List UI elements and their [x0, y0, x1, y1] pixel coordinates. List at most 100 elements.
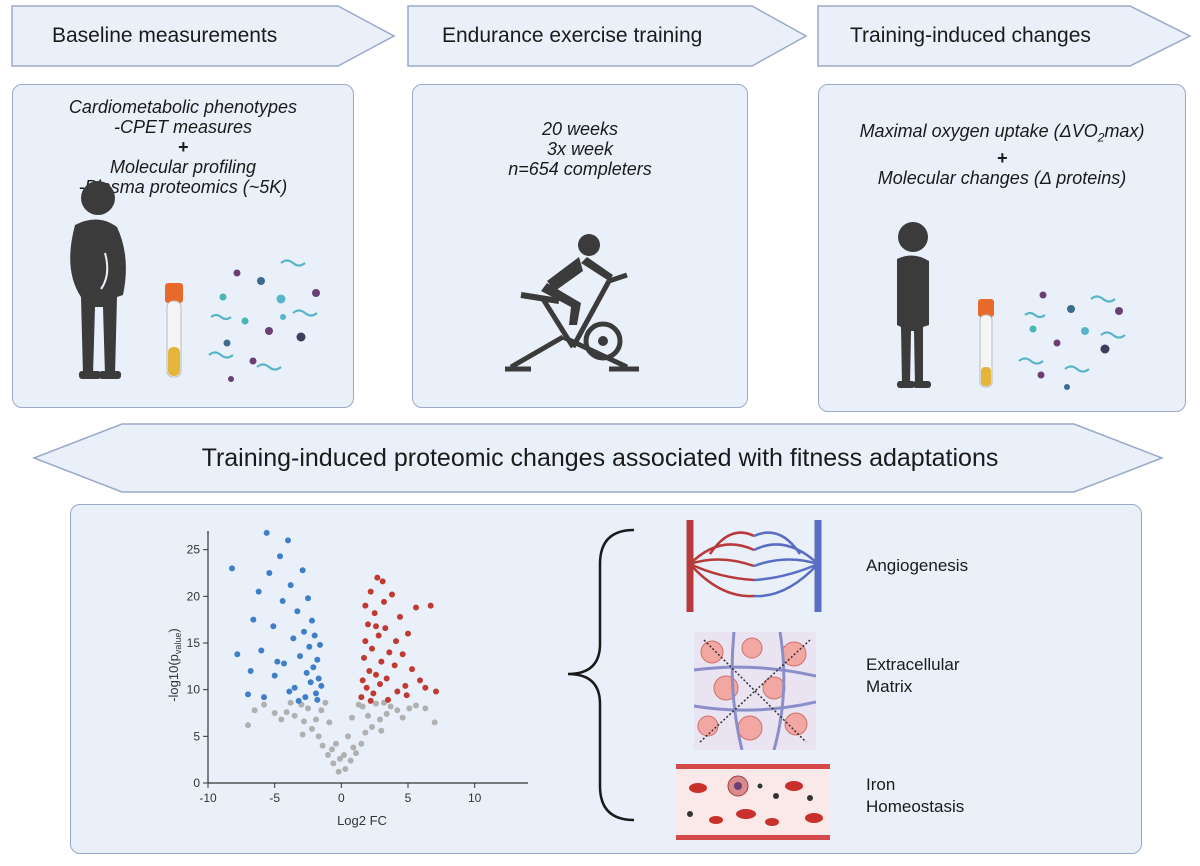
volcano-point-series-1: [318, 682, 325, 689]
volcano-point-series-1: [287, 582, 294, 589]
volcano-point-series-0: [318, 707, 325, 714]
volcano-point-series-2: [367, 588, 374, 595]
volcano-point-series-0: [333, 740, 339, 747]
volcano-point-series-2: [409, 666, 415, 673]
volcano-point-series-2: [373, 671, 379, 678]
y-tick-label: 10: [187, 683, 201, 697]
volcano-point-series-1: [302, 694, 309, 701]
volcano-point-series-2: [366, 668, 373, 674]
volcano-point-series-0: [319, 742, 326, 749]
volcano-point-series-2: [397, 613, 403, 620]
volcano-point-series-0: [377, 716, 383, 723]
training-line-1: 20 weeks: [541, 119, 619, 139]
volcano-point-series-2: [370, 690, 377, 697]
volcano-point-series-1: [305, 595, 311, 602]
volcano-point-series-1: [311, 632, 318, 639]
volcano-ylabel: -log10(pvalue): [166, 628, 183, 702]
volcano-point-series-0: [358, 740, 365, 747]
volcano-point-series-1: [247, 668, 254, 674]
volcano-point-series-2: [433, 688, 439, 695]
training-panel: 20 weeks 3x week n=654 completers: [412, 84, 748, 408]
volcano-point-series-0: [347, 757, 354, 764]
volcano-point-series-0: [299, 731, 306, 738]
volcano-point-series-2: [359, 677, 366, 684]
volcano-point-series-0: [349, 714, 355, 721]
volcano-point-series-2: [417, 677, 423, 684]
volcano-point-series-1: [306, 643, 313, 650]
volcano-point-series-0: [369, 724, 375, 730]
x-tick-label: -5: [269, 791, 280, 805]
volcano-point-series-1: [314, 656, 321, 663]
volcano-point-series-1: [245, 691, 251, 698]
volcano-point-series-0: [342, 766, 349, 772]
volcano-point-series-2: [371, 610, 378, 617]
changes-text: Maximal oxygen uptake (ΔVO2max) + Molecu…: [819, 121, 1185, 188]
volcano-point-series-2: [361, 654, 367, 661]
volcano-point-series-0: [271, 710, 278, 716]
volcano-point-series-2: [402, 682, 409, 689]
volcano-point-series-1: [258, 647, 265, 654]
volcano-point-series-1: [307, 679, 314, 686]
volcano-point-series-0: [283, 709, 290, 716]
volcano-point-series-0: [287, 699, 294, 706]
changes-illustration: [897, 222, 1126, 390]
volcano-point-series-1: [261, 694, 267, 701]
volcano-point-series-0: [345, 733, 351, 740]
volcano-point-series-2: [369, 645, 375, 652]
baseline-line-1: Cardiometabolic phenotypes: [68, 97, 298, 117]
volcano-point-series-2: [413, 604, 419, 611]
volcano-point-series-0: [422, 705, 429, 712]
volcano-point-series-2: [386, 649, 393, 656]
volcano-point-series-2: [422, 684, 429, 691]
volcano-point-series-0: [431, 719, 438, 726]
volcano-point-series-1: [313, 690, 319, 697]
pathway-iron-homeostasis: Iron Homeostasis: [866, 775, 965, 816]
volcano-point-series-0: [373, 700, 379, 707]
volcano-point-series-1: [255, 588, 262, 595]
volcano-point-series-0: [322, 699, 329, 706]
step-arrow-1: [11, 5, 396, 67]
volcano-point-series-2: [365, 621, 371, 628]
volcano-point-series-0: [301, 718, 307, 725]
pathway-angiogenesis: Angiogenesis: [866, 556, 969, 575]
pathway-extracellular-matrix: Extracellular Matrix: [866, 655, 960, 696]
volcano-point-series-0: [362, 729, 369, 736]
volcano-point-series-0: [335, 768, 342, 775]
volcano-point-series-1: [309, 617, 315, 624]
volcano-point-series-0: [251, 707, 258, 714]
volcano-point-series-1: [277, 553, 283, 560]
volcano-point-series-0: [309, 725, 315, 732]
baseline-text: Cardiometabolic phenotypes -CPET measure…: [13, 97, 353, 197]
volcano-point-series-2: [393, 638, 399, 645]
step-label-2: Endurance exercise training: [442, 24, 703, 47]
volcano-point-series-2: [405, 630, 411, 637]
volcano-point-series-1: [310, 664, 317, 671]
volcano-point-series-0: [399, 714, 406, 721]
volcano-point-series-0: [313, 716, 319, 723]
volcano-point-series-1: [250, 616, 257, 623]
volcano-point-series-2: [362, 602, 369, 609]
volcano-point-series-0: [350, 744, 357, 751]
baseline-line-2: -CPET measures: [113, 117, 253, 137]
volcano-point-series-2: [381, 598, 387, 605]
volcano-point-series-2: [399, 651, 406, 658]
volcano-point-series-0: [325, 752, 331, 758]
volcano-point-series-2: [367, 697, 374, 704]
volcano-point-series-1: [229, 565, 235, 572]
volcano-point-series-2: [378, 658, 385, 665]
y-tick-label: 0: [193, 776, 200, 790]
baseline-line-3: +: [177, 137, 189, 157]
exercise-bike-icon: [505, 234, 639, 372]
training-line-2: 3x week: [546, 139, 614, 159]
volcano-point-series-1: [279, 598, 286, 604]
volcano-point-series-0: [353, 750, 359, 757]
training-line-3: n=654 completers: [508, 159, 652, 179]
volcano-xlabel: Log2 FC: [337, 813, 387, 828]
volcano-plot: -10 -5 0 5 10 0 5 10 15 20 25 Log2 FC -log10(pvalu…: [166, 529, 528, 828]
volcano-point-series-1: [317, 641, 323, 648]
baseline-line-4: Molecular profiling: [109, 157, 257, 177]
person-slim-icon: [897, 222, 931, 388]
volcano-point-series-0: [337, 755, 343, 762]
volcano-point-series-0: [383, 710, 390, 717]
